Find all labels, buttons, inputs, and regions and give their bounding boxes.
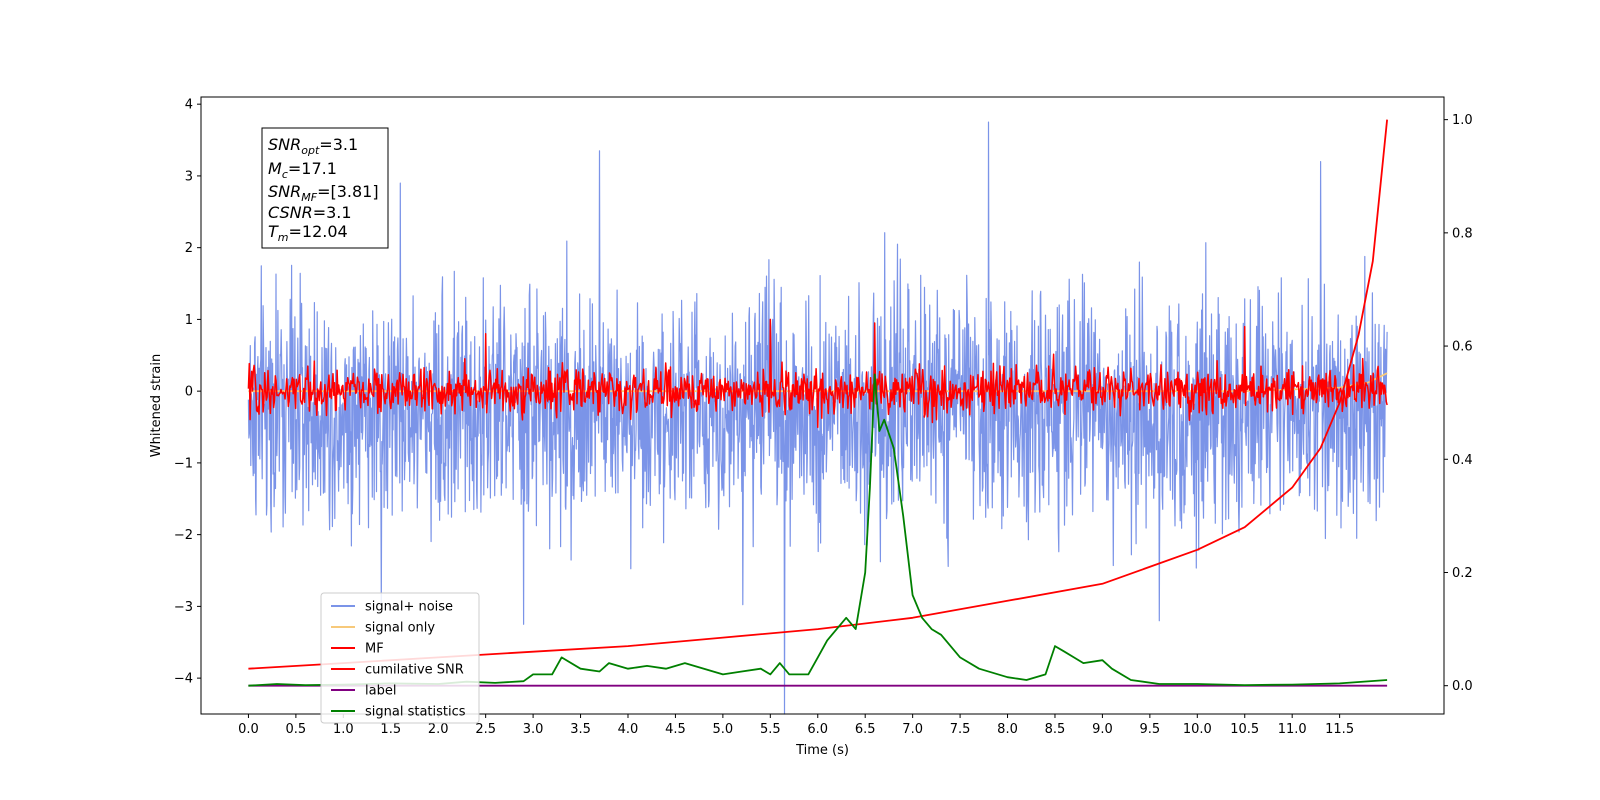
legend-label: signal only [365,621,435,636]
y2-tick-label: 1.0 [1452,113,1473,128]
x-tick-label: 8.5 [1045,722,1066,737]
y2-tick-label: 0.2 [1452,566,1473,581]
plot-frame [200,96,1445,715]
x-tick-label: 6.5 [855,722,876,737]
x-tick-label: 1.5 [380,722,401,737]
annotation-tm: Tm=12.04 [268,222,348,244]
legend-label: cumilative SNR [365,663,464,678]
y-tick-label: −1 [174,456,193,471]
annotation-snr-opt: SNRopt=3.1 [268,135,358,157]
y2-tick-label: 0.0 [1452,679,1473,694]
annotation-csnr: CSNR=3.1 [268,203,352,222]
x-tick-label: 4.0 [618,722,639,737]
x-tick-label: 1.0 [333,722,354,737]
y2-axis-ticks: 1.0 0.8 0.6 0.4 0.2 0.0 [1444,113,1473,694]
x-tick-label: 11.0 [1278,722,1307,737]
y2-tick-label: 0.8 [1452,226,1473,241]
x-tick-label: 7.5 [950,722,971,737]
x-axis-ticks: 0.0 0.5 1.0 1.5 2.0 2.5 3.0 3.5 4.0 4.5 5.0 5.5 6.0 6… [238,714,1354,737]
x-tick-label: 11.5 [1325,722,1354,737]
legend-label: signal statistics [365,705,466,720]
y-tick-label: 4 [185,98,193,113]
legend-label: signal+ noise [365,600,453,615]
annotation-snr-mf: SNRMF=[3.81] [268,182,379,204]
y-tick-label: −3 [174,600,193,615]
y-axis-label: Whitened strain [149,354,164,457]
x-tick-label: 9.5 [1140,722,1161,737]
x-tick-label: 9.0 [1092,722,1113,737]
x-tick-label: 8.0 [997,722,1018,737]
series-line-signal-statistics [248,373,1388,687]
y-tick-label: 2 [185,241,193,256]
y-tick-label: 1 [185,313,193,328]
x-tick-label: 7.0 [902,722,923,737]
x-tick-label: 3.5 [570,722,591,737]
x-tick-label: 4.5 [665,722,686,737]
y-tick-label: −2 [174,528,193,543]
annotation-mc: Mc=17.1 [268,159,337,181]
y-axis-ticks: 4 3 2 1 0 −1 −2 −3 −4 [174,98,201,687]
x-tick-label: 0.0 [238,722,259,737]
legend-label: label [365,684,396,699]
y-tick-label: 0 [185,385,193,400]
y2-tick-label: 0.4 [1452,453,1473,468]
x-axis-label: Time (s) [795,743,849,758]
x-tick-label: 0.5 [286,722,307,737]
x-tick-label: 3.0 [523,722,544,737]
annotation-box: SNRopt=3.1 Mc=17.1 SNRMF=[3.81] CSNR=3.1… [261,127,389,249]
x-tick-label: 6.0 [807,722,828,737]
legend-label: MF [365,642,384,657]
x-tick-label: 10.0 [1183,722,1212,737]
series-line-cumilative-snr [248,119,1388,670]
y-tick-label: −4 [174,672,193,687]
x-tick-label: 2.5 [475,722,496,737]
x-tick-label: 5.5 [760,722,781,737]
x-tick-label: 5.0 [713,722,734,737]
legend: signal+ noise signal only MF cumilative SNR… [320,592,480,724]
y-tick-label: 3 [185,169,193,184]
x-tick-label: 10.5 [1230,722,1259,737]
x-tick-label: 2.0 [428,722,449,737]
y2-tick-label: 0.6 [1452,340,1473,355]
series-line-mf [247,318,1388,429]
